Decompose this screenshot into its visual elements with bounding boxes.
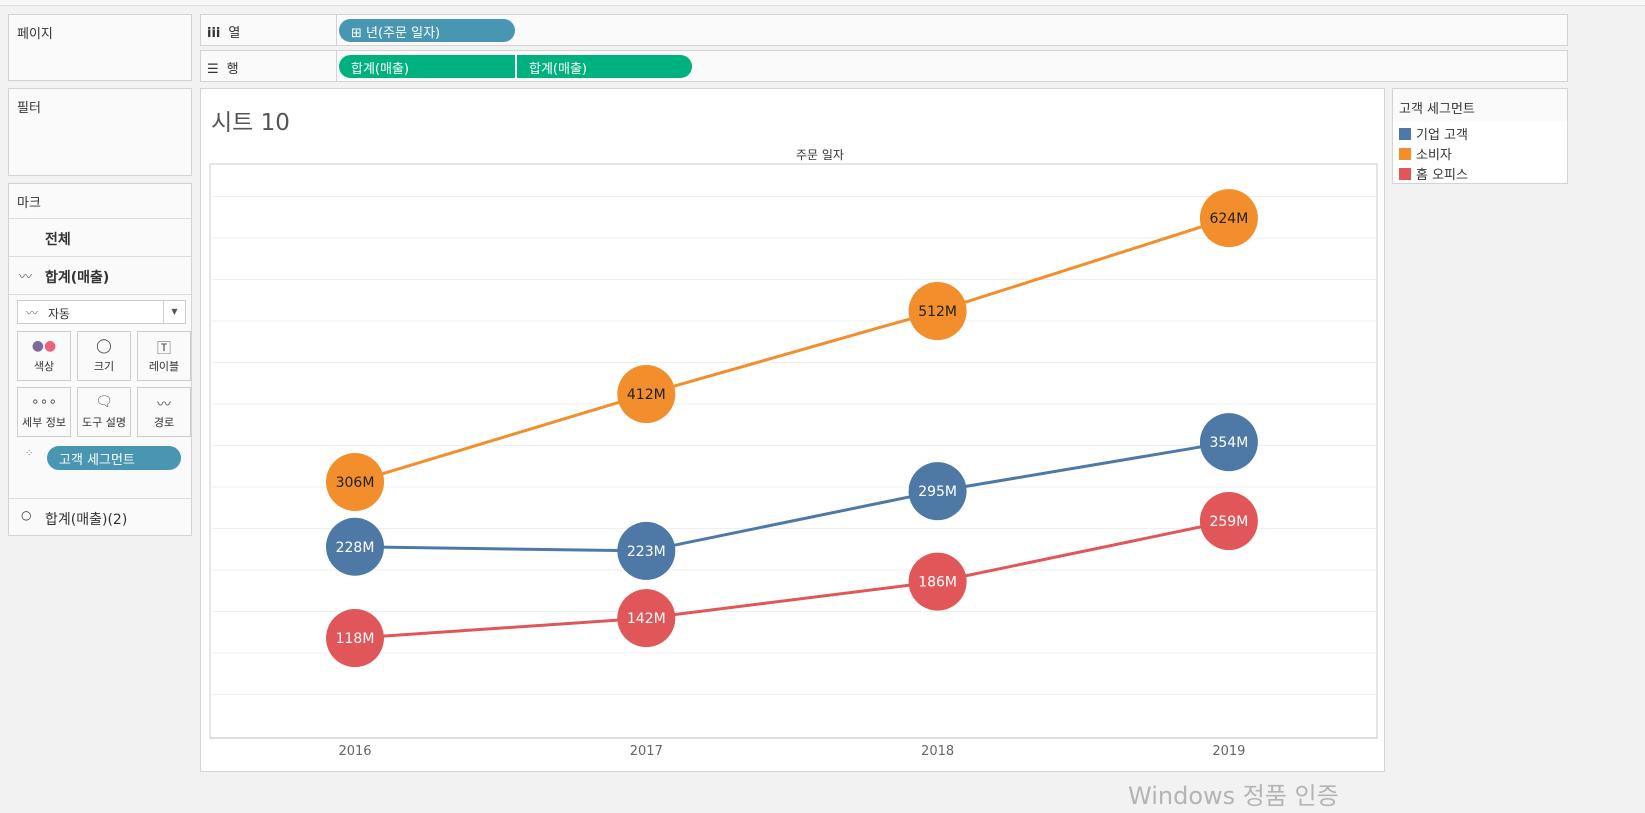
sum-sales-pill-2-label: 합계(매출) [529,62,587,77]
marks-measure2-label: 합계(매출)(2) [45,512,128,528]
data-point [617,521,676,580]
detail-icon: ∘∘∘ [30,394,58,410]
data-point [1199,189,1258,248]
size-button[interactable]: ◯ 크기 [77,331,131,381]
filters-card[interactable]: 필터 [8,88,192,176]
x-tick-label: 2016 [338,744,371,759]
filters-title: 필터 [17,101,41,116]
data-label: 512M [918,304,957,320]
data-label: 306M [336,475,375,491]
legend-item-consumer[interactable]: 소비자 [1399,144,1452,163]
sum-sales-pill-2[interactable]: 합계(매출) [517,55,692,78]
data-label: 186M [918,575,957,591]
columns-icon: iii [207,26,221,41]
pages-title: 페이지 [17,27,53,42]
legend-swatch [1399,168,1411,180]
color-label: 색상 [33,360,55,373]
customer-segment-pill[interactable]: 고객 세그먼트 [47,446,181,470]
marks-measure1-label: 합계(매출) [45,270,110,286]
customer-segment-pill-label: 고객 세그먼트 [59,453,135,468]
toolbar-strip [0,0,1645,6]
rows-shelf[interactable]: ☰ 행 합계(매출) 합계(매출) [200,50,1568,82]
pages-card: 페이지 [8,14,192,81]
legend: 고객 세그먼트 기업 고객 소비자 홈 오피스 [1392,88,1568,184]
sum-sales-pill-1[interactable]: 합계(매출) [339,55,515,78]
legend-item-home-office[interactable]: 홈 오피스 [1399,164,1468,183]
legend-swatch [1399,148,1411,160]
data-point [617,365,676,424]
data-label: 223M [627,544,666,560]
legend-item-corporate[interactable]: 기업 고객 [1399,124,1468,143]
data-point [908,552,967,611]
data-point [326,517,384,576]
data-point [326,609,384,668]
data-label: 295M [918,484,957,500]
data-point [908,462,967,521]
marks-card: 마크 전체 〰 합계(매출) 〰 자동 ▼ ●● 색상 ◯ 크기 🅃 레이블 ∘∘∘ 세… [8,183,192,536]
legend-swatch [1399,128,1411,140]
series-line [354,440,1230,553]
data-label: 118M [336,631,375,647]
line-icon: 〰 [26,306,39,320]
legend-label: 홈 오피스 [1416,168,1468,183]
rows-icon: ☰ [207,62,219,77]
legend-label: 기업 고객 [1416,128,1468,143]
data-point [617,589,676,648]
mark-type-dropdown[interactable]: 〰 자동 ▼ [17,300,186,324]
detail-label: 세부 정보 [22,416,66,429]
data-label: 412M [627,387,666,403]
color-icon: ●● [31,338,57,354]
rows-label: 행 [226,62,239,77]
data-label: 354M [1209,435,1248,451]
line-mark-icon: 〰 [19,270,33,285]
marks-title: 마크 [17,196,41,211]
column-header: 주문 일자 [796,148,844,162]
data-point [326,453,384,512]
data-label: 228M [336,540,375,556]
data-label: 142M [627,611,666,627]
year-order-date-pill-label: ⊞ 년(주문 일자) [351,26,441,41]
label-label: 레이블 [148,360,180,373]
label-icon: 🅃 [157,341,171,357]
path-icon: 〰 [157,397,171,413]
chevron-down-icon[interactable]: ▼ [163,301,185,323]
marks-all-label: 전체 [45,232,71,248]
columns-label: 열 [228,26,241,41]
series-line [354,519,1230,640]
tooltip-icon: 🗨 [95,394,113,410]
circle-mark-icon: ○ [21,508,32,522]
legend-title: 고객 세그먼트 [1399,102,1475,117]
color-dots-icon: ⁘ [25,448,34,459]
label-button[interactable]: 🅃 레이블 [137,331,191,381]
mark-type-value: 자동 [48,307,71,321]
color-button[interactable]: ●● 색상 [17,331,71,381]
marks-all[interactable]: 전체 [9,218,191,256]
sum-sales-pill-1-label: 합계(매출) [351,62,409,77]
path-label: 경로 [153,416,175,429]
data-point [1199,413,1258,472]
tooltip-label: 도구 설명 [82,416,126,429]
series-line [354,216,1230,484]
data-point [908,282,967,341]
columns-shelf[interactable]: iii 열 ⊞ 년(주문 일자) [200,14,1568,46]
x-tick-label: 2019 [1212,744,1245,759]
windows-activation-watermark: Windows 정품 인증 [1128,782,1339,810]
size-label: 크기 [93,360,115,373]
size-icon: ◯ [96,338,112,354]
marks-measure1[interactable]: 〰 합계(매출) [9,256,191,294]
legend-label: 소비자 [1416,148,1452,163]
detail-button[interactable]: ∘∘∘ 세부 정보 [17,387,71,437]
year-order-date-pill[interactable]: ⊞ 년(주문 일자) [339,19,515,42]
path-button[interactable]: 〰 경로 [137,387,191,437]
x-tick-label: 2018 [921,744,954,759]
marks-measure2[interactable]: ○ 합계(매출)(2) [9,498,191,536]
data-label: 259M [1209,514,1248,530]
tooltip-button[interactable]: 🗨 도구 설명 [77,387,131,437]
data-label: 624M [1209,211,1248,227]
data-point [1199,492,1258,551]
x-tick-label: 2017 [630,744,663,759]
sheet-title: 시트 10 [211,110,290,136]
